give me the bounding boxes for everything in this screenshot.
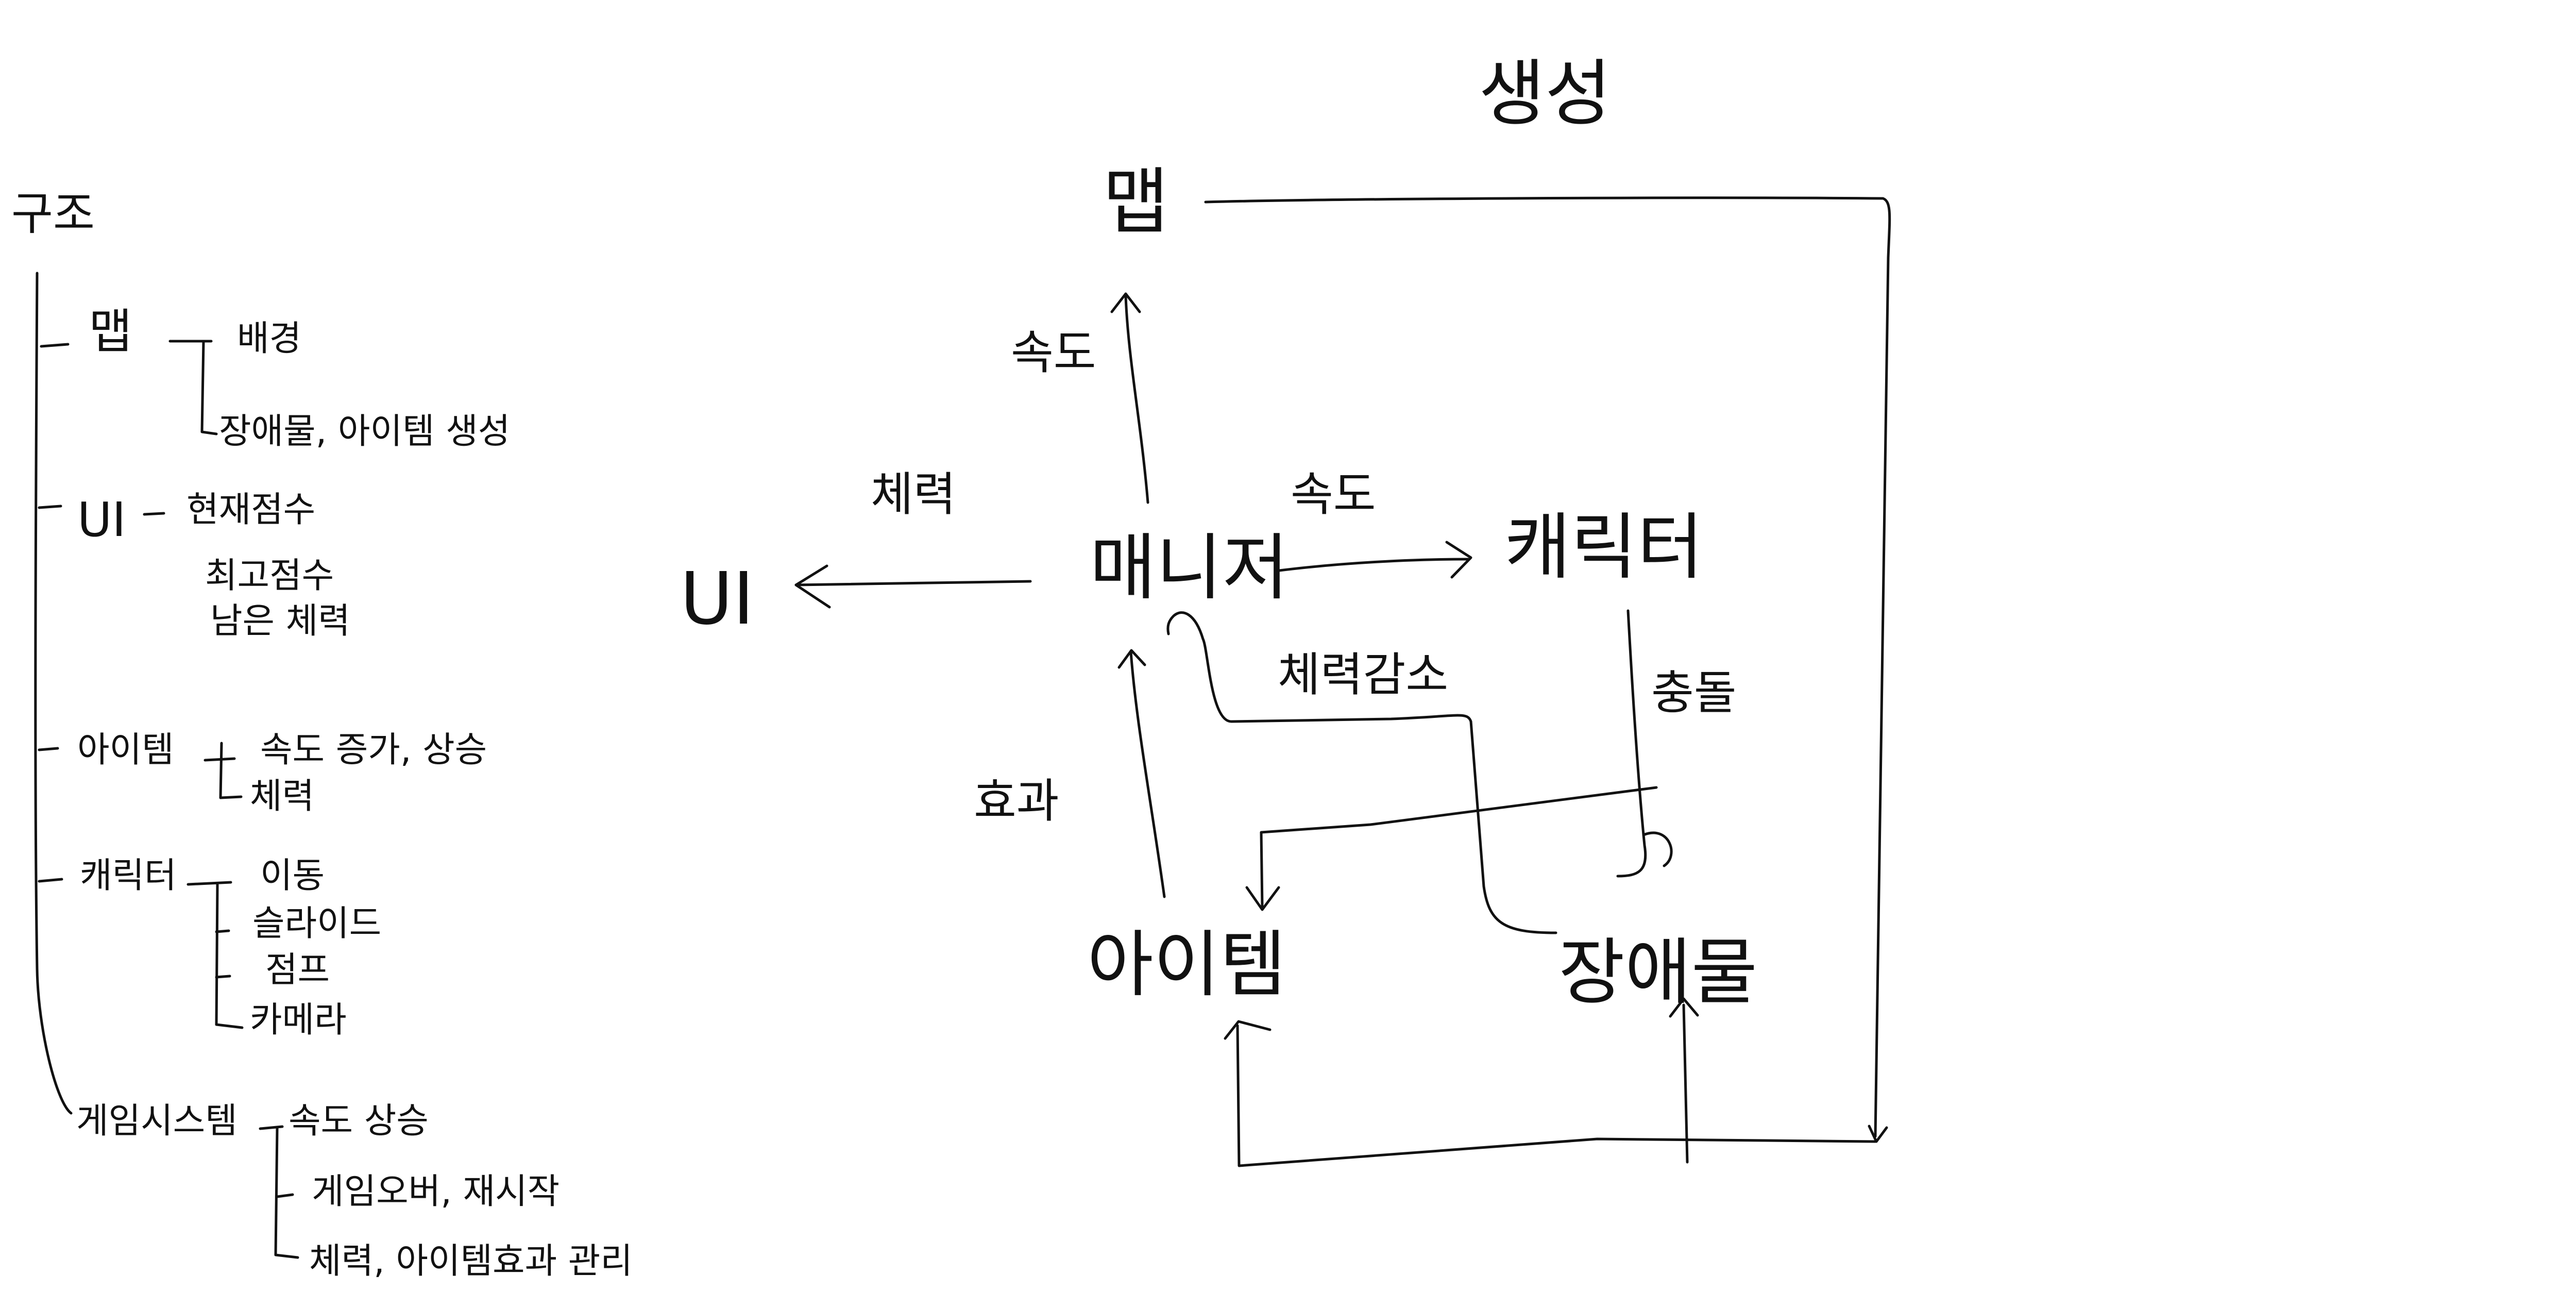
- branch-connector: [38, 878, 63, 883]
- outline-trunk-line: [34, 272, 73, 1115]
- sub-bracket: [259, 1125, 299, 1259]
- branch-label-ui: UI: [77, 492, 126, 547]
- arrowhead: [1445, 541, 1472, 579]
- arrowhead: [1868, 1125, 1888, 1143]
- arrowhead: [794, 564, 831, 609]
- leaf-ui-remaining-hp: 남은 체력: [210, 601, 350, 642]
- edge-obstacle-to-manager: [1166, 611, 1557, 934]
- edge-label-collision: 충돌: [1651, 666, 1737, 720]
- arrowhead: [1224, 1020, 1272, 1040]
- edge-label-obstacle-manager: 체력감소: [1278, 648, 1448, 702]
- leaf-character-slide: 슬라이드: [252, 903, 381, 944]
- branch-connector: [38, 505, 62, 509]
- leaf-map-background: 배경: [237, 318, 301, 359]
- node-ui: UI: [680, 557, 754, 641]
- flow-title: 생성: [1479, 52, 1612, 136]
- leaf-item-speed: 속도 증가, 상승: [260, 730, 487, 770]
- sub-bracket: [143, 512, 165, 516]
- edge-label-item-manager: 효과: [974, 774, 1059, 828]
- edge-map-generate-loop: [1204, 196, 1891, 1138]
- outline-root: 구조: [11, 187, 95, 240]
- leaf-ui-current-score: 현재점수: [187, 490, 315, 530]
- leaf-system-gameover: 게임오버, 재시작: [312, 1171, 560, 1212]
- sub-bracket: [204, 742, 243, 799]
- branch-label-map: 맵: [89, 304, 132, 359]
- edge-item-to-manager: [1129, 650, 1166, 898]
- node-character: 캐릭터: [1504, 506, 1703, 590]
- node-map: 맵: [1103, 160, 1169, 244]
- arrowhead: [1110, 292, 1141, 313]
- leaf-character-jump: 점프: [265, 950, 330, 991]
- leaf-map-obstacle-item: 장애물, 아이템 생성: [219, 411, 510, 452]
- outline-tree: 구조 맵 배경 장애물, 아이템 생성 UI 현재점수 최고점수 남은 체력 아…: [11, 187, 633, 1282]
- edge-manager-to-ui: [794, 580, 1032, 586]
- edge-label-manager-character: 속도: [1291, 467, 1376, 522]
- leaf-system-speed: 속도 상승: [289, 1101, 429, 1142]
- edge-manager-to-character: [1274, 558, 1470, 573]
- branch-connector: [40, 343, 70, 348]
- sub-ticks: [215, 929, 231, 979]
- edge-label-manager-ui: 체력: [871, 467, 956, 522]
- branch-label-character: 캐릭터: [80, 856, 177, 896]
- arrowhead: [1117, 649, 1146, 669]
- sub-bracket: [187, 881, 244, 1029]
- edge-character-to-item: [1260, 786, 1658, 909]
- leaf-item-hp: 체력: [250, 776, 314, 817]
- leaf-character-move: 이동: [260, 856, 325, 896]
- leaf-ui-best-score: 최고점수: [205, 556, 334, 596]
- flow-diagram: 생성 맵 매니저 UI 캐릭터 아이템 장애물 속도 체력 속도 체력감소 효과…: [680, 52, 1891, 1167]
- branch-label-item: 아이템: [77, 730, 174, 770]
- edge-manager-to-map: [1124, 295, 1149, 504]
- sub-bracket: [168, 340, 218, 435]
- branch-label-game-system: 게임시스템: [76, 1101, 238, 1142]
- edge-label-manager-map: 속도: [1011, 326, 1096, 380]
- edge-generate-to-item: [1236, 1024, 1877, 1167]
- leaf-system-manage: 체력, 아이템효과 관리: [309, 1241, 633, 1282]
- arrowhead: [1245, 886, 1280, 911]
- arrowhead-curl: [1642, 831, 1673, 867]
- arrowhead: [1669, 997, 1699, 1018]
- edge-generate-to-obstacle: [1682, 1003, 1689, 1164]
- edge-character-down: [1616, 609, 1647, 878]
- leaf-character-camera: 카메라: [250, 1000, 347, 1041]
- node-obstacle: 장애물: [1558, 931, 1757, 1015]
- branch-connector: [38, 747, 59, 751]
- node-manager: 매니저: [1090, 526, 1289, 610]
- sub-ticks: [276, 1193, 294, 1198]
- node-item: 아이템: [1087, 923, 1286, 1007]
